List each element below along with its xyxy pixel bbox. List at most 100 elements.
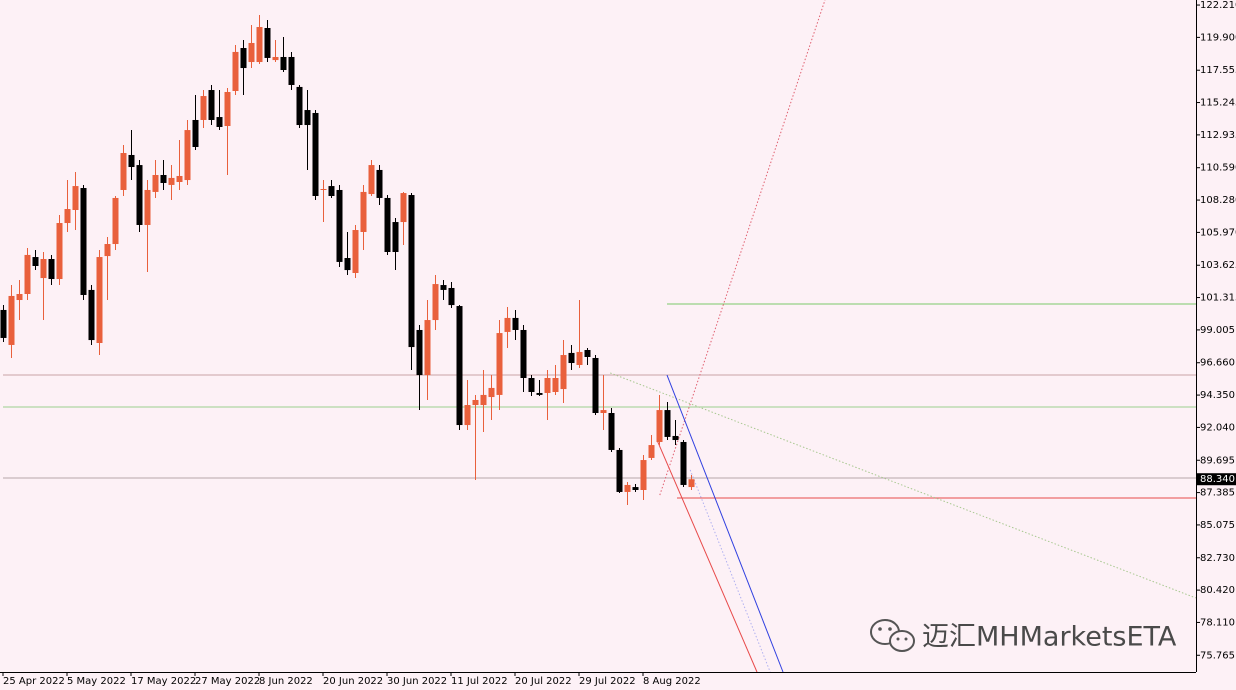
y-tick-label: 108.280 (1200, 195, 1236, 206)
trend-line (689, 469, 771, 673)
y-tick-label: 92.040 (1200, 422, 1235, 433)
watermark: 迈汇MHMarketsETA (922, 622, 1177, 653)
x-tick-label: 5 May 2022 (67, 676, 126, 687)
candle-body (688, 479, 695, 488)
candle-body (208, 90, 215, 120)
x-tick-label: 8 Jun 2022 (259, 676, 313, 687)
y-tick-label: 89.695 (1200, 455, 1235, 466)
candle-body (80, 188, 87, 295)
candle-body (40, 259, 47, 279)
y-tick-label: 96.660 (1200, 358, 1235, 369)
candle-body (568, 352, 575, 364)
x-tick-label: 17 May 2022 (131, 676, 196, 687)
y-tick-label: 122.210 (1200, 0, 1236, 11)
candle-body (96, 257, 103, 343)
candle-body (128, 154, 135, 168)
candle-body (592, 357, 599, 413)
candle-body (0, 309, 7, 338)
candle-body (72, 186, 79, 210)
candle-body (416, 329, 423, 376)
candle-body (368, 165, 375, 195)
x-tick-label: 20 Jun 2022 (323, 676, 383, 687)
candle-body (32, 257, 39, 266)
y-tick-label: 110.590 (1200, 163, 1236, 174)
candle-body (264, 28, 271, 58)
x-tick-label: 11 Jul 2022 (451, 676, 508, 687)
candle-body (464, 405, 471, 426)
current-price-box (1197, 473, 1236, 486)
candle-body (552, 378, 559, 392)
y-tick-label: 119.900 (1200, 32, 1236, 43)
candle-body (376, 169, 383, 198)
candle-body (280, 56, 287, 70)
current-price-label: 88.340 (1200, 474, 1235, 485)
y-tick-label: 78.110 (1200, 617, 1235, 628)
candle-body (232, 51, 239, 91)
candle-body (440, 285, 447, 290)
candle-body (136, 165, 143, 225)
candle-body (352, 230, 359, 273)
trend-line (666, 374, 784, 673)
x-tick-label: 27 May 2022 (195, 676, 260, 687)
candle-body (656, 410, 663, 442)
candle-body (224, 91, 231, 126)
candle-body (600, 410, 607, 413)
candle-body (304, 110, 311, 126)
candle-body (256, 27, 263, 63)
candle-body (424, 320, 431, 376)
candle-body (384, 197, 391, 252)
candle-body (392, 222, 399, 252)
candle-body (472, 399, 479, 406)
candle-body (320, 189, 327, 190)
candle-body (112, 197, 119, 245)
candle-body (160, 175, 167, 183)
candle-body (88, 289, 95, 341)
candle-body (328, 186, 335, 196)
candle-body (16, 294, 23, 301)
candle-body (496, 333, 503, 395)
candle-body (48, 259, 55, 280)
candle-body (448, 287, 455, 306)
y-tick-label: 80.420 (1200, 585, 1235, 596)
candle-body (296, 86, 303, 126)
candle-body (632, 487, 639, 490)
candle-body (504, 317, 511, 332)
candle-body (608, 413, 615, 450)
candle-body (288, 56, 295, 85)
watermark-icon (870, 619, 915, 652)
candle-body (184, 130, 191, 181)
candle-body (544, 378, 551, 393)
y-tick-label: 82.730 (1200, 553, 1235, 564)
x-tick-label: 30 Jun 2022 (387, 676, 447, 687)
candle-body (680, 441, 687, 485)
candle-body (528, 378, 535, 392)
y-tick-label: 85.075 (1200, 520, 1235, 531)
y-tick-label: 115.245 (1200, 98, 1236, 109)
y-tick-label: 117.555 (1200, 65, 1236, 76)
candle-body (664, 410, 671, 437)
candle-body (240, 48, 247, 69)
candle-body (456, 306, 463, 426)
y-tick-label: 94.350 (1200, 390, 1235, 401)
candle-body (584, 350, 591, 357)
x-tick-label: 29 Jul 2022 (579, 676, 636, 687)
candle-body (344, 258, 351, 271)
candle-body (312, 112, 319, 196)
x-tick-label: 20 Jul 2022 (515, 676, 572, 687)
candle-body (168, 177, 175, 185)
candle-body (624, 484, 631, 492)
candle-body (200, 96, 207, 120)
candle-body (488, 387, 495, 398)
candle-body (8, 295, 15, 345)
candle-body (56, 223, 63, 280)
candle-body (512, 317, 519, 330)
x-tick-label: 8 Aug 2022 (643, 676, 701, 687)
x-tick-label: 25 Apr 2022 (3, 676, 65, 687)
candle-body (560, 355, 567, 390)
candle-body (192, 119, 199, 147)
candle-body (104, 244, 111, 257)
y-tick-label: 101.315 (1200, 293, 1236, 304)
y-tick-label: 103.625 (1200, 260, 1236, 271)
